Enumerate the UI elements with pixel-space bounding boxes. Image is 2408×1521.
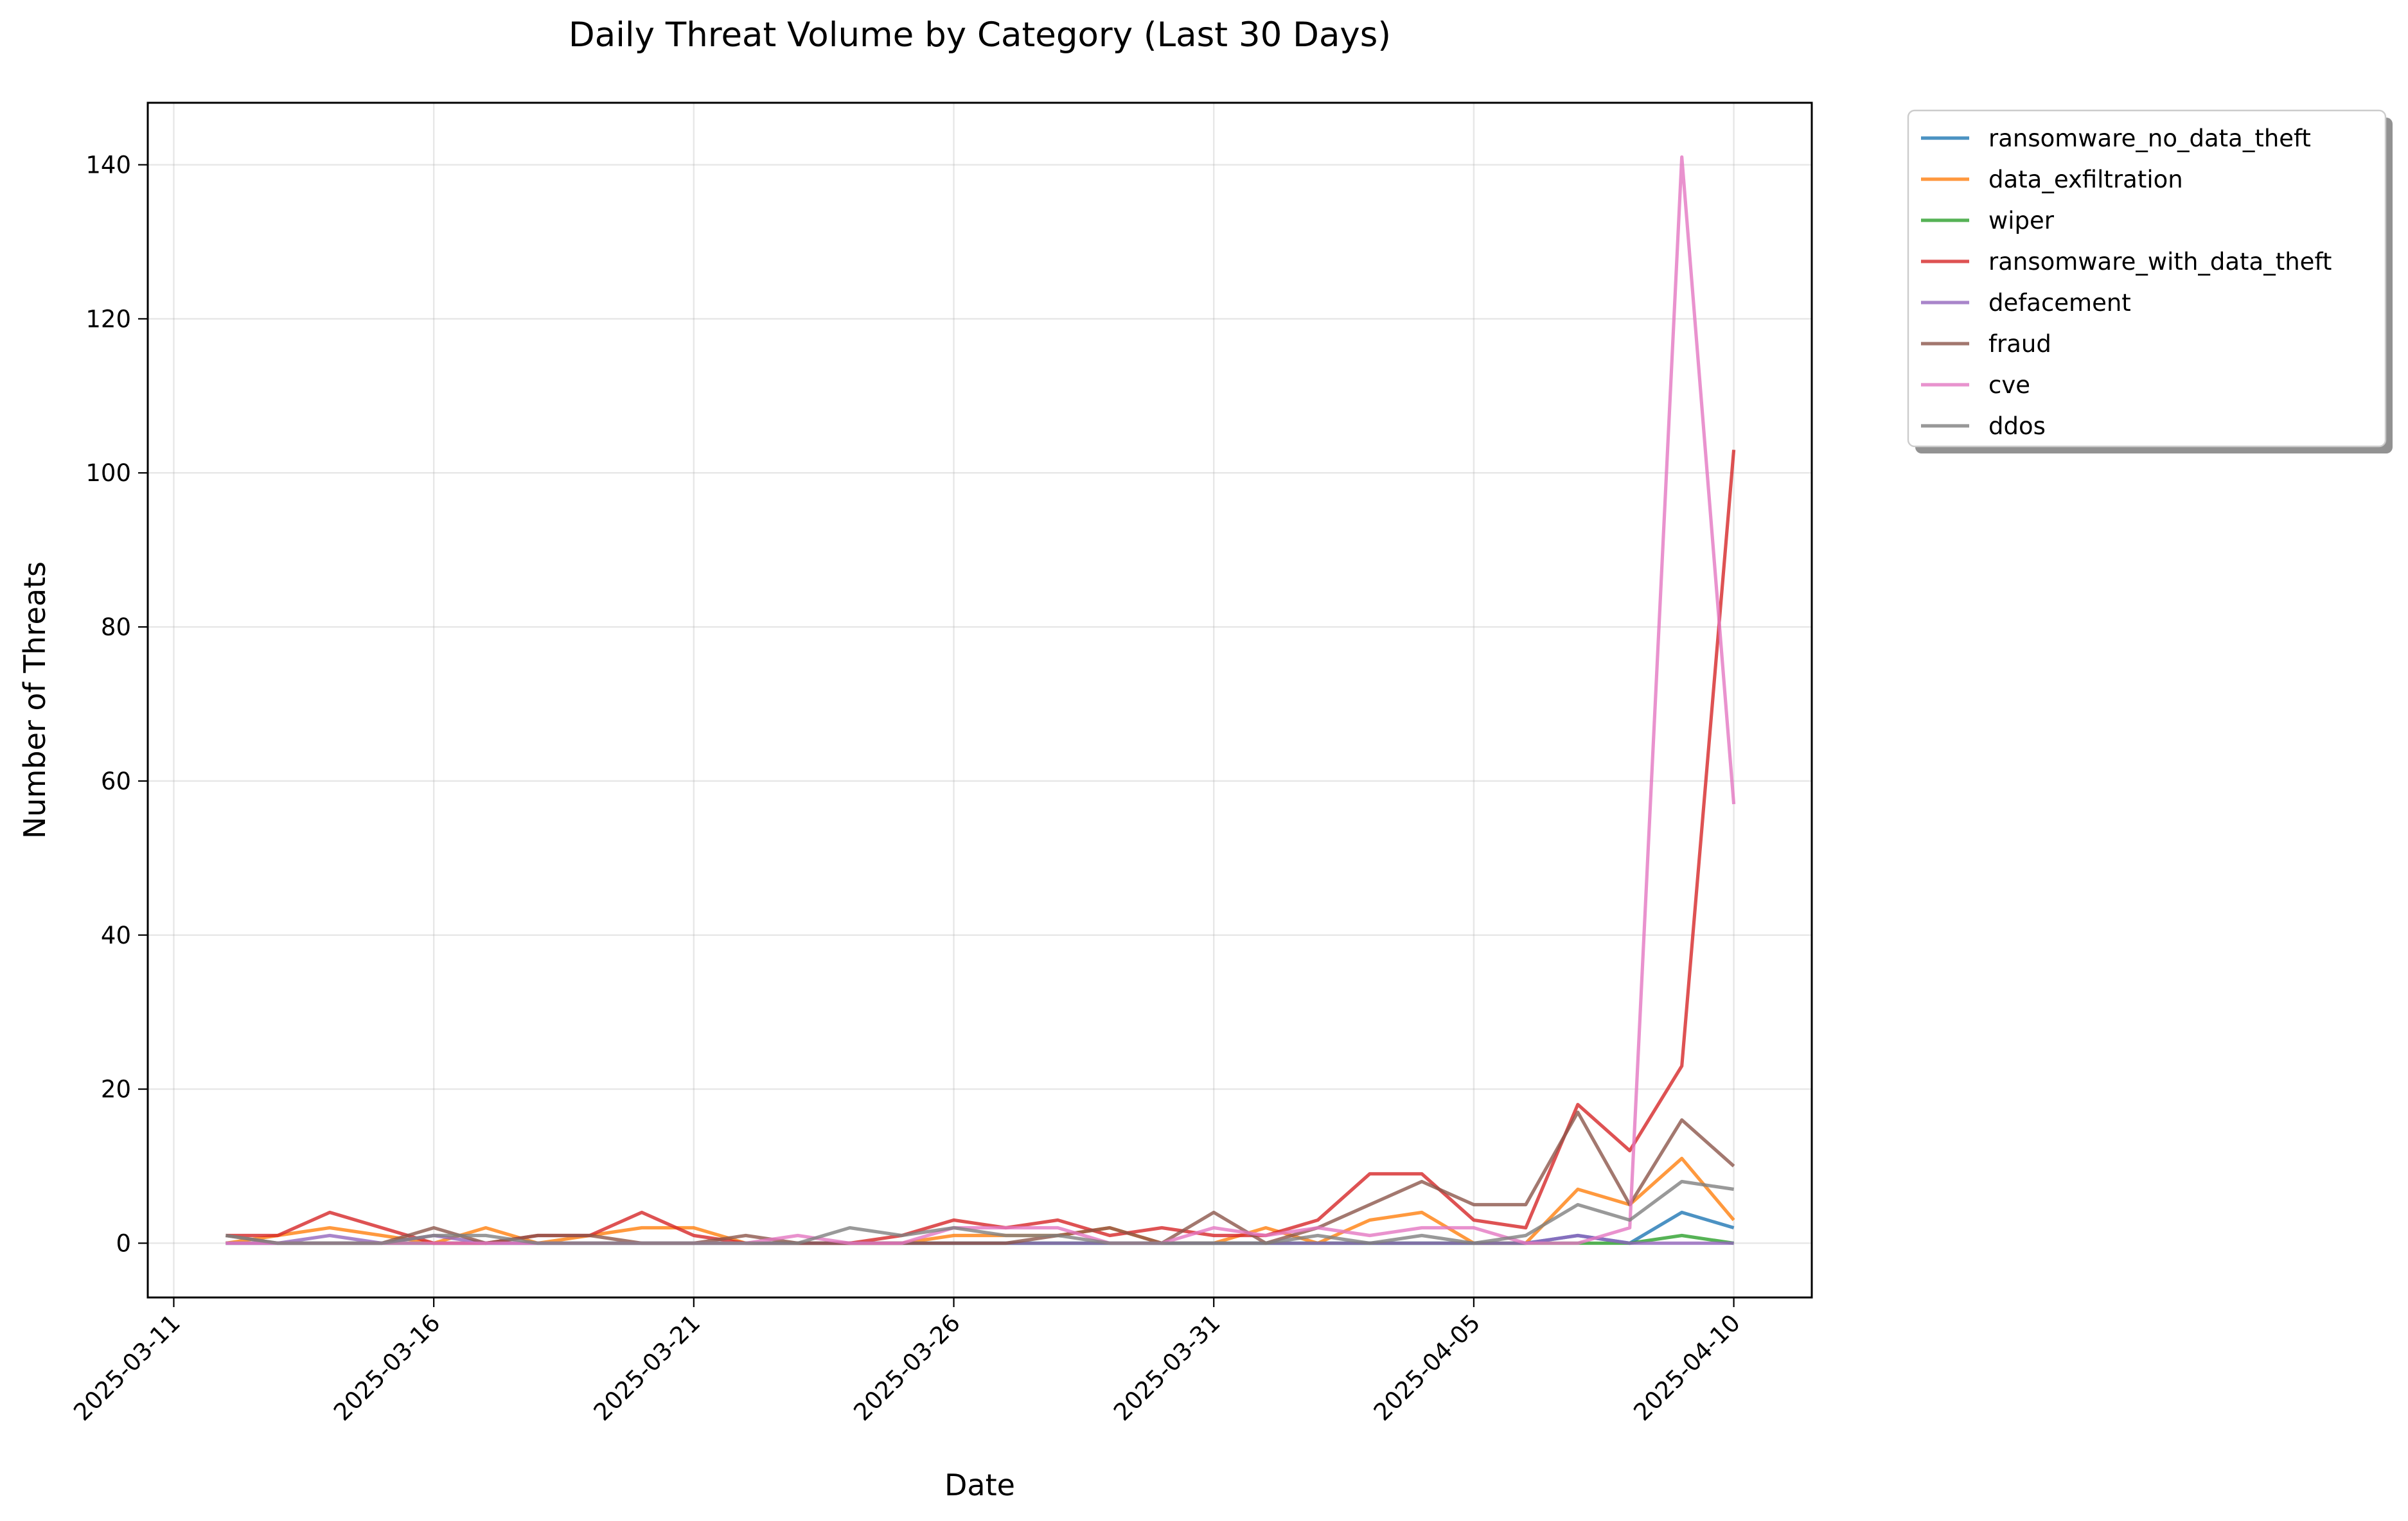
legend-frame — [1907, 109, 2387, 448]
chart-title: Daily Threat Volume by Category (Last 30… — [569, 15, 1391, 55]
y-tick-label: 0 — [116, 1229, 131, 1257]
y-axis-ticks: 0 20 40 60 80 100 120 140 — [85, 152, 148, 1257]
y-tick-label: 100 — [85, 459, 131, 487]
y-tick-label: 80 — [101, 613, 131, 641]
legend-label: ddos — [1988, 412, 2046, 440]
plot-area-frame — [146, 101, 1813, 1299]
series-line — [226, 155, 1736, 1245]
y-tick-label: 20 — [101, 1076, 131, 1103]
x-axis-title: Date — [944, 1468, 1015, 1502]
series-lines — [226, 155, 1736, 1245]
y-tick-label: 40 — [101, 922, 131, 949]
series-line — [226, 1179, 1734, 1245]
y-axis-title: Number of Threats — [17, 561, 52, 839]
legend: ransomware_no_data_theft data_exfiltratio… — [1907, 109, 2393, 453]
series-line — [226, 1110, 1735, 1245]
y-tick-label: 120 — [85, 305, 131, 333]
legend-label: cve — [1988, 371, 2030, 399]
legend-label: ransomware_no_data_theft — [1988, 125, 2311, 152]
legend-label: fraud — [1988, 330, 2051, 358]
legend-label: data_exfiltration — [1988, 166, 2183, 193]
legend-label: defacement — [1988, 289, 2131, 317]
y-tick-label: 140 — [85, 152, 131, 179]
legend-label: wiper — [1988, 207, 2055, 234]
legend-items: ransomware_no_data_theft data_exfiltratio… — [1921, 125, 2332, 440]
legend-label: ransomware_with_data_theft — [1988, 248, 2332, 276]
y-tick-label: 60 — [101, 768, 131, 795]
